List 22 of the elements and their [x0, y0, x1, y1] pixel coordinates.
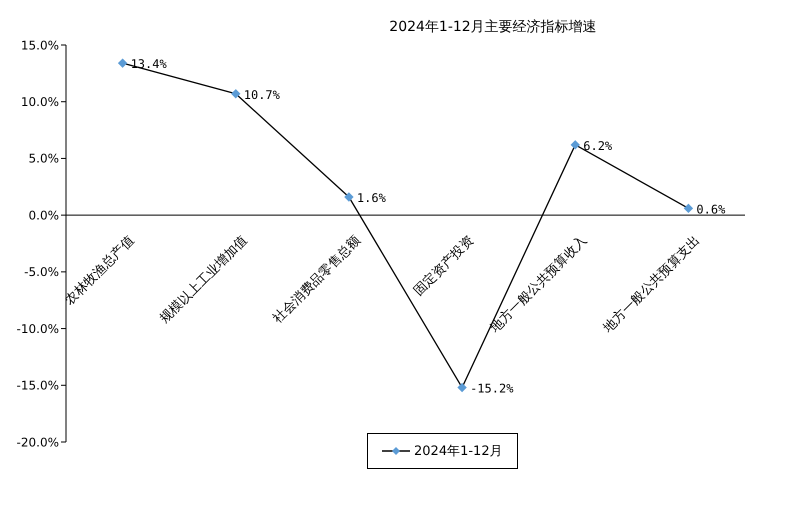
y-tick-label: 0.0% — [28, 208, 59, 222]
x-tick-label: 农林牧渔总产值 — [62, 233, 138, 308]
data-label: -15.2% — [470, 382, 514, 396]
y-tick-label: 10.0% — [20, 94, 59, 109]
data-label: 13.4% — [130, 57, 168, 72]
x-tick-label: 固定资产投资 — [411, 233, 477, 299]
x-tick-label: 社会消费品零售总额 — [270, 233, 364, 327]
y-tick-label: -5.0% — [24, 265, 59, 280]
legend-label: 2024年1-12月 — [413, 443, 503, 460]
data-label: 1.6% — [356, 190, 387, 205]
data-label: 10.7% — [244, 88, 281, 102]
y-tick-label: -15.0% — [16, 378, 59, 393]
x-tick-label: 规模以上工业增加值 — [157, 233, 251, 327]
y-tick-label: -20.0% — [16, 435, 59, 450]
y-tick-label: -10.0% — [16, 322, 59, 336]
x-tick-label: 地方一般公共预算收入 — [486, 232, 590, 336]
chart-title: 2024年1-12月主要经济指标增速 — [388, 18, 598, 36]
y-tick-label: 15.0% — [20, 38, 59, 52]
y-tick-label: 5.0% — [28, 152, 59, 166]
data-label: 0.6% — [696, 202, 726, 216]
x-tick-label: 地方一般公共预算支出 — [599, 232, 704, 336]
data-label: 6.2% — [583, 138, 613, 153]
